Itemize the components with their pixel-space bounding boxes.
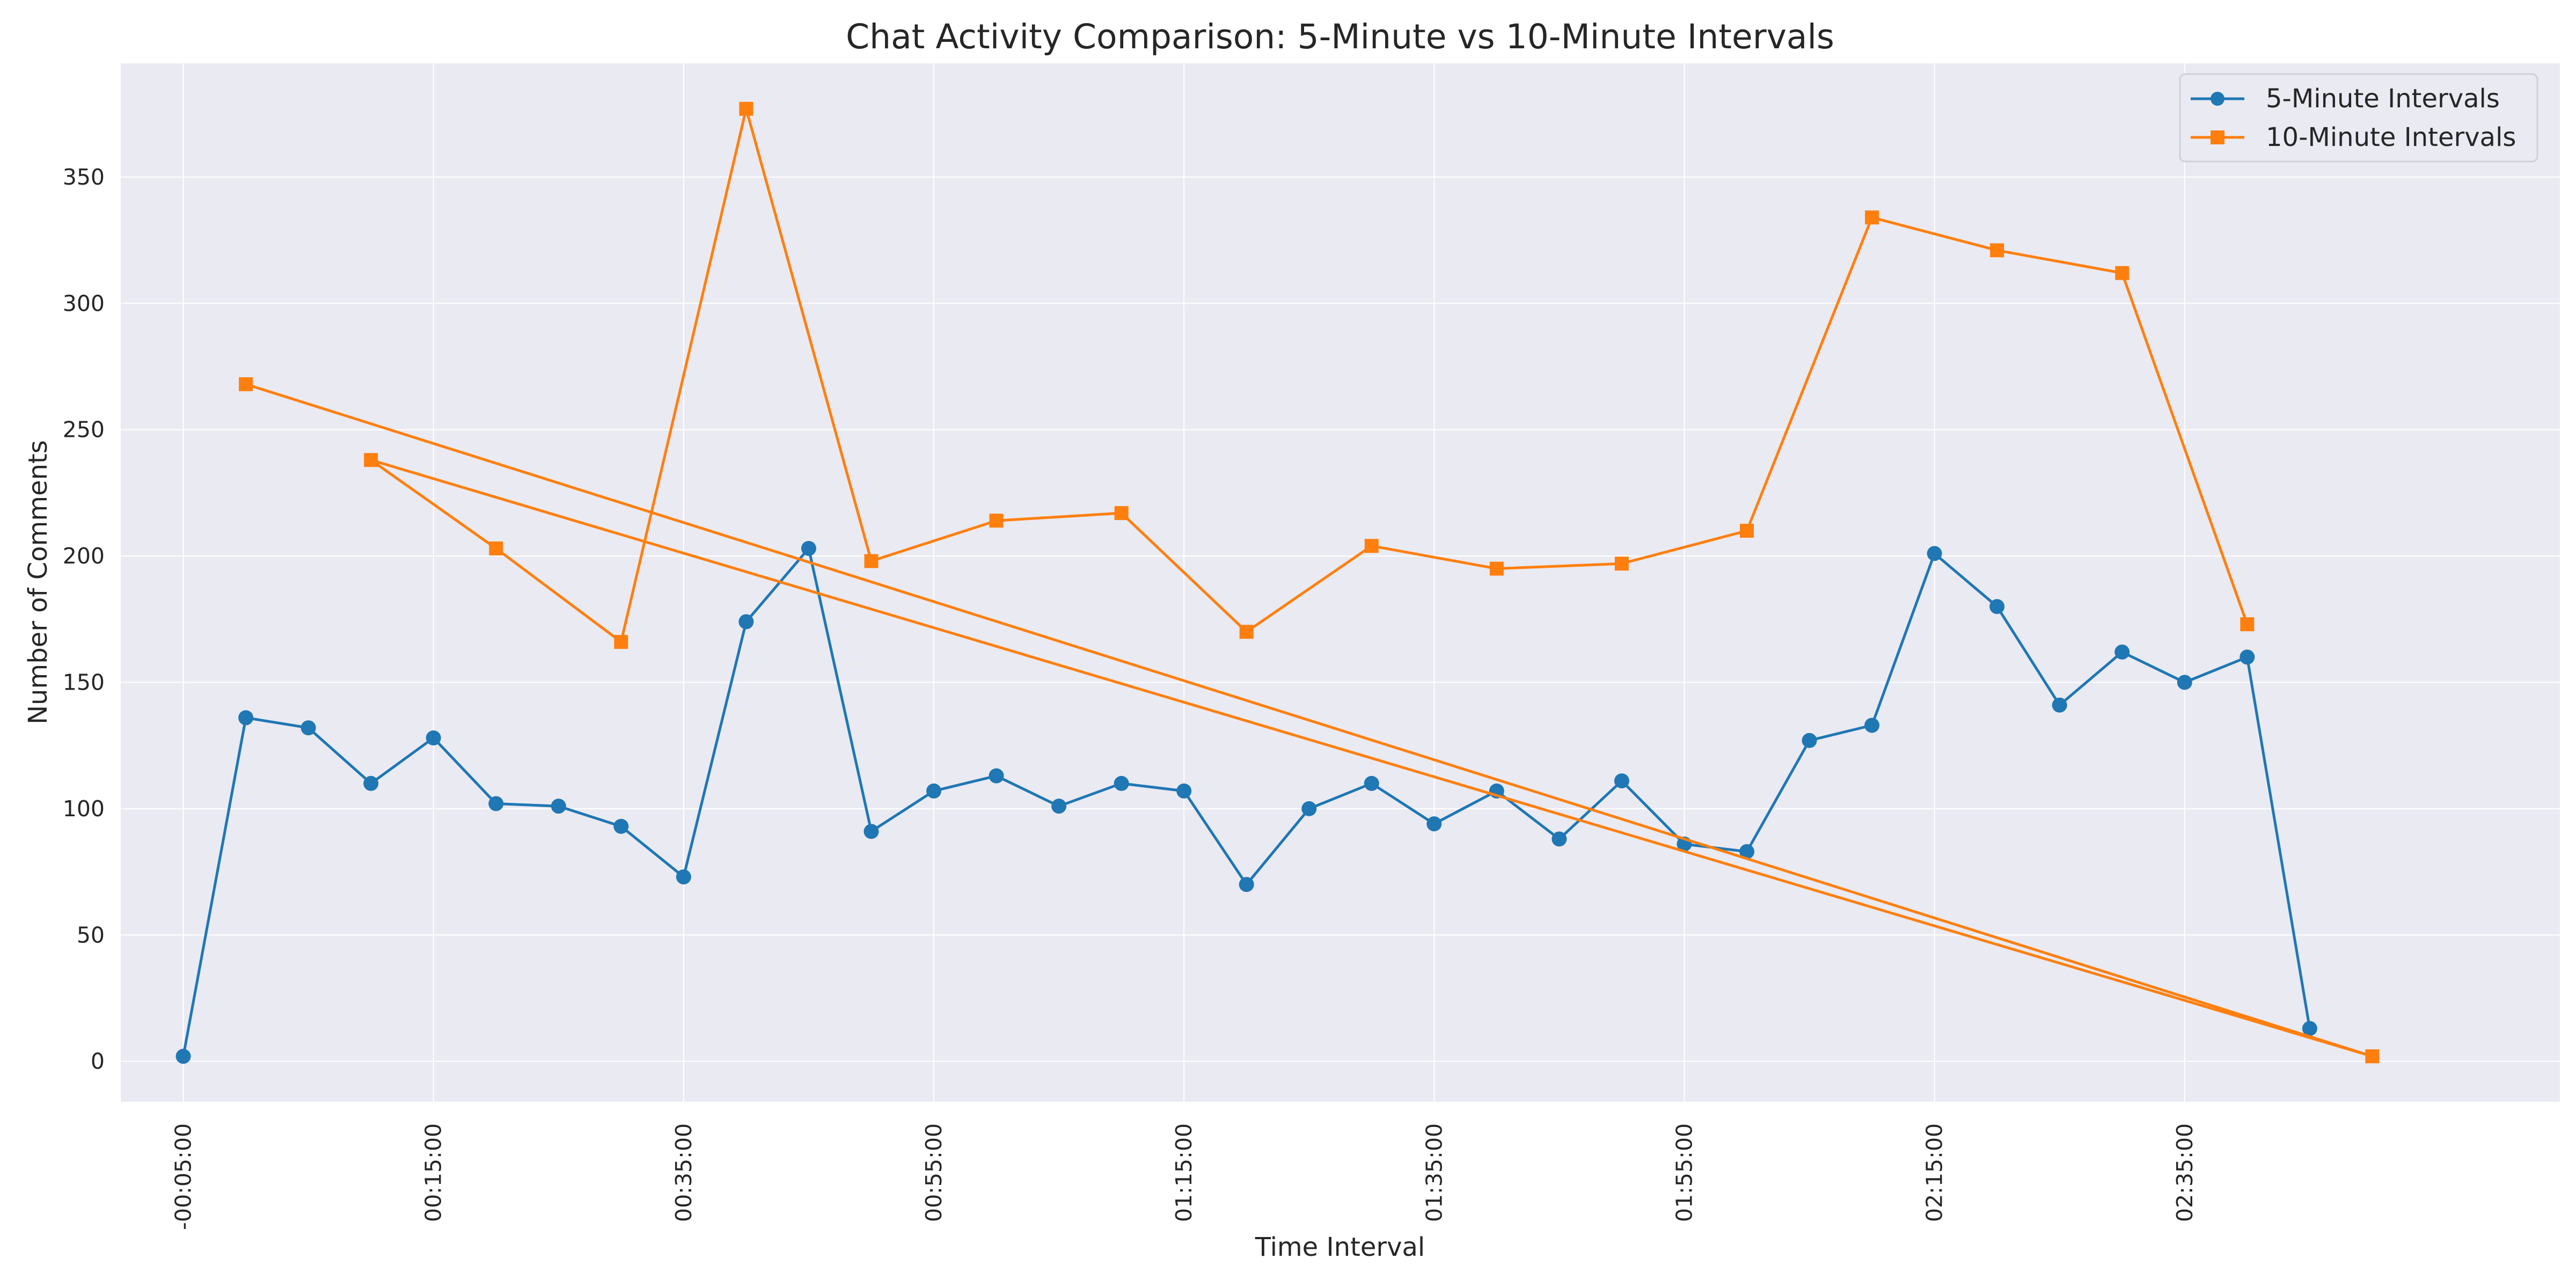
data-point — [989, 768, 1004, 784]
y-tick-label: 350 — [63, 164, 105, 190]
plot-area — [121, 63, 2560, 1102]
data-point — [801, 540, 816, 556]
data-point — [614, 635, 628, 649]
x-tick-label: 01:35:00 — [1421, 1123, 1447, 1222]
data-point — [2177, 675, 2192, 690]
y-tick-label: 250 — [63, 417, 105, 443]
data-point — [238, 710, 254, 726]
data-point — [2052, 697, 2067, 713]
x-tick-label: 01:15:00 — [1171, 1123, 1197, 1222]
data-point — [1614, 773, 1629, 789]
data-point — [1176, 783, 1192, 799]
data-point — [863, 824, 879, 839]
x-axis: -00:05:00 00:15:00 00:35:00 00:55:00 01:15:0… — [171, 1123, 2198, 1230]
data-point — [1239, 877, 1254, 892]
y-axis: 0 50 100 150 200 250 300 350 — [63, 164, 105, 1074]
data-point — [1739, 844, 1754, 859]
legend-box — [2179, 73, 2538, 163]
data-point — [2115, 266, 2129, 280]
data-point — [2240, 649, 2255, 665]
x-axis-label: Time Interval — [1255, 1232, 1425, 1262]
legend-label-10min: 10-Minute Intervals — [2266, 122, 2516, 152]
x-tick-label: 02:35:00 — [2172, 1123, 2198, 1222]
data-point — [1114, 506, 1129, 521]
data-point — [1552, 831, 1567, 847]
legend-label-5min: 5-Minute Intervals — [2266, 84, 2500, 114]
legend: 5-Minute Intervals 10-Minute Intervals — [2179, 73, 2538, 163]
x-tick-label: 00:15:00 — [421, 1123, 447, 1222]
data-point — [1239, 625, 1254, 639]
data-point — [676, 869, 691, 884]
y-tick-label: 200 — [63, 543, 105, 569]
y-axis-label: Number of Comments — [23, 440, 53, 724]
data-point — [1802, 733, 1817, 748]
x-tick-label: 01:55:00 — [1671, 1123, 1697, 1222]
data-point — [613, 818, 629, 834]
data-point — [364, 453, 378, 467]
data-point — [239, 377, 253, 391]
data-point — [1051, 799, 1067, 814]
data-point — [1364, 775, 1379, 791]
x-tick-label: 02:15:00 — [1922, 1123, 1948, 1222]
data-point — [2302, 1021, 2317, 1036]
data-point — [1614, 557, 1629, 571]
data-point — [426, 730, 441, 746]
x-tick-label: 00:55:00 — [921, 1123, 947, 1222]
data-point — [1927, 546, 1942, 561]
data-point — [551, 799, 566, 814]
data-point — [175, 1049, 191, 1064]
data-point — [488, 796, 504, 811]
y-tick-label: 100 — [63, 796, 105, 822]
data-point — [864, 554, 879, 568]
data-point — [301, 720, 316, 736]
x-tick-label: 00:35:00 — [671, 1123, 697, 1222]
data-point — [1740, 523, 1754, 538]
data-point — [1864, 718, 1880, 733]
chart-title: Chat Activity Comparison: 5-Minute vs 10… — [846, 17, 1834, 56]
data-point — [2240, 617, 2255, 632]
legend-marker-5min — [2211, 92, 2224, 106]
data-point — [2114, 644, 2130, 660]
legend-marker-10min — [2211, 130, 2224, 144]
data-point — [489, 541, 503, 555]
data-point — [1865, 210, 1879, 225]
data-point — [2365, 1049, 2380, 1064]
grid — [121, 63, 2560, 1102]
data-point — [1301, 801, 1317, 816]
data-point — [1426, 816, 1442, 832]
data-point — [1990, 243, 2004, 258]
data-point — [926, 783, 941, 799]
data-point — [1364, 539, 1379, 553]
series-layer — [175, 101, 2380, 1064]
data-point — [1989, 599, 2005, 614]
series-line-1 — [245, 107, 2374, 1058]
data-point — [1114, 775, 1129, 791]
data-point — [989, 514, 1004, 528]
data-point — [1489, 561, 1504, 576]
data-point — [363, 775, 379, 791]
y-tick-label: 0 — [91, 1049, 105, 1074]
y-tick-label: 50 — [77, 922, 105, 948]
y-tick-label: 150 — [63, 669, 105, 695]
x-tick-label: -00:05:00 — [171, 1123, 196, 1230]
y-tick-label: 300 — [63, 290, 105, 316]
data-point — [739, 101, 753, 116]
data-point — [738, 614, 754, 630]
